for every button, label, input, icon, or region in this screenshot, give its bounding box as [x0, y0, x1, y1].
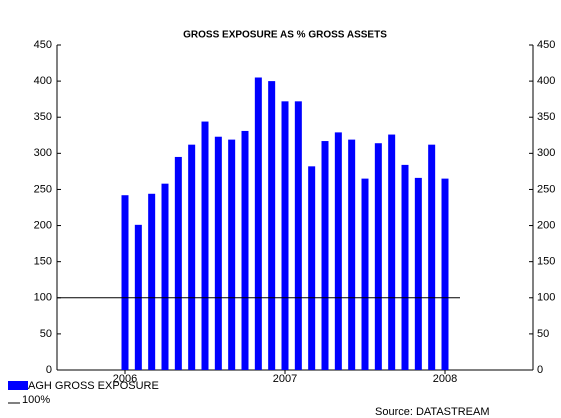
bar	[214, 136, 222, 370]
y-tick-label: 0	[46, 364, 52, 376]
chart-title: GROSS EXPOSURE AS % GROSS ASSETS	[183, 30, 387, 41]
bar	[161, 183, 169, 370]
y2-tick-label: 350	[537, 111, 555, 123]
bar	[201, 121, 209, 370]
x-tick-label: 2008	[433, 373, 457, 385]
y2-tick-label: 450	[537, 39, 555, 51]
bar	[308, 166, 316, 370]
bar	[374, 143, 382, 370]
source: Source: DATASTREAM	[375, 406, 490, 418]
bar	[348, 139, 356, 370]
y-tick-label: 250	[34, 183, 52, 195]
y-tick-label: 150	[34, 256, 52, 268]
y2-tick-label: 400	[537, 75, 555, 87]
bar	[241, 130, 249, 370]
y2-tick-label: 250	[537, 183, 555, 195]
y-tick-label: 450	[34, 39, 52, 51]
y-tick-label: 300	[34, 147, 52, 159]
bar	[281, 101, 289, 370]
y-tick-label: 400	[34, 75, 52, 87]
y2-tick-label: 100	[537, 292, 555, 304]
bar	[254, 77, 262, 370]
bar	[188, 144, 196, 370]
y-tick-label: 50	[40, 328, 52, 340]
y2-tick-label: 0	[537, 364, 543, 376]
y2-tick-label: 200	[537, 219, 555, 231]
bar	[428, 144, 436, 370]
bar	[414, 177, 422, 370]
bar	[174, 156, 182, 370]
y2-tick-label: 50	[537, 328, 549, 340]
y-tick-label: 350	[34, 111, 52, 123]
bar	[401, 164, 409, 370]
bar	[294, 101, 302, 370]
bar	[388, 134, 396, 370]
bar	[334, 132, 342, 370]
y-tick-label: 200	[34, 219, 52, 231]
y2-tick-label: 300	[537, 147, 555, 159]
legend-label: 100%	[22, 394, 50, 406]
bar	[321, 141, 329, 370]
legend-label: AGH GROSS EXPOSURE	[28, 380, 159, 392]
bar	[268, 81, 276, 370]
x-tick-label: 2006	[113, 373, 137, 385]
legend-swatch	[8, 381, 28, 390]
bar	[361, 178, 369, 370]
y2-tick-label: 150	[537, 256, 555, 268]
bar	[121, 195, 129, 370]
bar	[228, 139, 236, 370]
bar	[441, 178, 449, 370]
bar	[148, 193, 156, 370]
x-tick-label: 2007	[273, 373, 297, 385]
y-tick-label: 100	[34, 292, 52, 304]
